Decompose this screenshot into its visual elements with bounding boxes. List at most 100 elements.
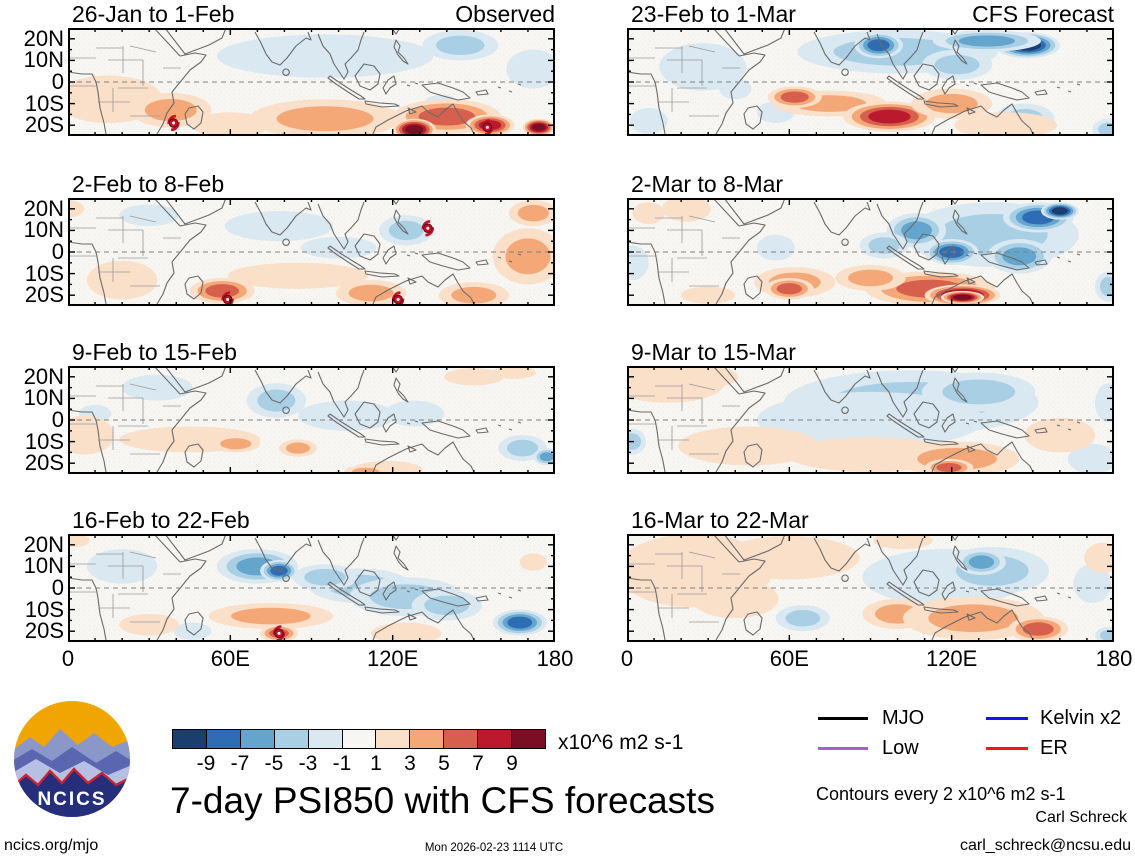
colorbar-cell-8 xyxy=(443,730,478,748)
map-panel-3: 16-Feb to 22-Feb xyxy=(68,507,555,642)
lat-tick-label: 10N xyxy=(23,217,64,243)
colorbar-tick-label: -9 xyxy=(196,752,216,775)
colorbar-cell-3 xyxy=(273,730,308,748)
lat-tick-label: 20N xyxy=(23,25,64,51)
legend-line-mjo xyxy=(818,717,868,720)
lat-tick-label: 10N xyxy=(23,553,64,579)
panel-title: 23-Feb to 1-Mar xyxy=(631,1,796,27)
colorbar-tick-label: -7 xyxy=(230,752,250,775)
lat-tick-label: 10S xyxy=(24,90,64,116)
lat-tick-label: 20S xyxy=(24,282,64,308)
map-plot-2 xyxy=(68,366,555,474)
colorbar-cell-5 xyxy=(341,730,376,748)
lon-axis-col-1: 0 60E 120E 180 xyxy=(621,642,1132,671)
panel-corner-tag: Observed xyxy=(455,1,555,27)
map-panel-7: 16-Mar to 22-Mar xyxy=(627,507,1114,642)
panel-title: 2-Mar to 8-Mar xyxy=(631,171,784,197)
legend-label-mjo: MJO xyxy=(882,707,925,729)
map-plot-4 xyxy=(627,28,1114,136)
panel-title: 2-Feb to 8-Feb xyxy=(72,171,225,197)
lat-tick-label: 0 xyxy=(51,575,64,600)
legend-line-low xyxy=(818,747,868,750)
legend-label-kelvin: Kelvin x2 xyxy=(1040,707,1122,729)
map-panel-2: 9-Feb to 15-Feb xyxy=(68,339,555,474)
map-panel-5: 2-Mar to 8-Mar xyxy=(627,171,1114,306)
lon-tick-label: 180 xyxy=(1095,646,1133,671)
panel-title: 9-Mar to 15-Mar xyxy=(631,339,796,365)
lat-axis-row-1: 20N 10N 0 10S 20S xyxy=(6,195,64,308)
map-plot-6 xyxy=(627,366,1114,474)
contours-note: Contours every 2 x10^6 m2 s-1 xyxy=(816,784,1066,804)
colorbar-tick-label: 5 xyxy=(438,752,450,775)
panel-title: 16-Mar to 22-Mar xyxy=(631,507,809,533)
colorbar-cell-4 xyxy=(307,730,342,748)
lat-tick-label: 20N xyxy=(23,195,64,221)
lat-tick-label: 20S xyxy=(24,450,64,476)
panel-corner-tag: CFS Forecast xyxy=(972,1,1114,27)
map-panel-1: 2-Feb to 8-Feb xyxy=(68,171,555,306)
colorbar-tick-label: 1 xyxy=(370,752,382,775)
panel-title-row: 26-Jan to 1-Feb Observed xyxy=(68,1,555,28)
colorbar-tick-label: -1 xyxy=(332,752,352,775)
map-panel-0: 26-Jan to 1-Feb Observed xyxy=(68,1,555,136)
panel-title: 26-Jan to 1-Feb xyxy=(72,1,235,27)
colorbar-cell-6 xyxy=(375,730,410,748)
lon-tick-label: 60E xyxy=(210,646,250,671)
lat-axis-row-2: 20N 10N 0 10S 20S xyxy=(6,364,64,476)
colorbar-cell-9 xyxy=(477,730,512,748)
author-credit: Carl Schreck xyxy=(1035,809,1127,826)
lat-tick-label: 0 xyxy=(51,239,64,264)
map-panel-4: 23-Feb to 1-Mar CFS Forecast xyxy=(627,1,1114,136)
colorbar-tick-label: -3 xyxy=(298,752,318,775)
panel-title-row: 2-Mar to 8-Mar xyxy=(627,171,1114,198)
colorbar xyxy=(172,729,546,749)
author-email: carl_schreck@ncsu.edu xyxy=(960,837,1131,854)
colorbar-cell-1 xyxy=(205,730,240,748)
lat-tick-label: 10S xyxy=(24,260,64,286)
map-plot-5 xyxy=(627,198,1114,306)
lat-axis-row-0: 20N 10N 0 10S 20S xyxy=(6,25,64,138)
panel-title: 16-Feb to 22-Feb xyxy=(72,507,250,533)
lon-tick-label: 0 xyxy=(61,646,75,671)
lon-tick-label: 180 xyxy=(536,646,574,671)
panel-title-row: 9-Mar to 15-Mar xyxy=(627,339,1114,366)
colorbar-cell-2 xyxy=(239,730,274,748)
colorbar-cell-0 xyxy=(173,730,206,748)
panel-title-row: 2-Feb to 8-Feb xyxy=(68,171,555,198)
logo-text: NCICS xyxy=(37,789,106,810)
map-plot-0 xyxy=(68,28,555,136)
panel-title: 9-Feb to 15-Feb xyxy=(72,339,237,365)
lat-tick-label: 20S xyxy=(24,618,64,644)
lon-tick-label: 120E xyxy=(366,646,419,671)
lat-tick-label: 0 xyxy=(51,69,64,94)
issue-timestamp: Mon 2026-02-23 1114 UTC xyxy=(424,842,564,854)
colorbar-units: x10^6 m2 s-1 xyxy=(558,731,684,754)
panel-title-row: 16-Mar to 22-Mar xyxy=(627,507,1114,534)
panel-title-row: 9-Feb to 15-Feb xyxy=(68,339,555,366)
colorbar-tick-label: 3 xyxy=(404,752,416,775)
lon-axis-col-0: 0 60E 120E 180 xyxy=(62,642,573,671)
lat-tick-label: 10N xyxy=(23,47,64,73)
colorbar-tick-label: 9 xyxy=(506,752,518,775)
legend-line-er xyxy=(986,747,1028,750)
map-plot-3 xyxy=(68,534,555,642)
map-panel-6: 9-Mar to 15-Mar xyxy=(627,339,1114,474)
legend-line-kelvin xyxy=(986,717,1028,720)
map-plot-1 xyxy=(68,198,555,306)
site-url: ncics.org/mjo xyxy=(4,837,99,854)
lat-tick-label: 20N xyxy=(23,531,64,557)
lat-tick-label: 20S xyxy=(24,112,64,138)
legend-label-er: ER xyxy=(1040,737,1068,759)
map-plot-7 xyxy=(627,534,1114,642)
lon-tick-label: 120E xyxy=(925,646,978,671)
lat-axis-row-3: 20N 10N 0 10S 20S xyxy=(6,531,64,644)
lat-tick-label: 0 xyxy=(51,407,64,432)
legend-label-low: Low xyxy=(882,737,919,759)
lat-tick-label: 10S xyxy=(24,596,64,622)
panel-title-row: 16-Feb to 22-Feb xyxy=(68,507,555,534)
colorbar-tick-label: 7 xyxy=(472,752,484,775)
lon-tick-label: 60E xyxy=(769,646,809,671)
lat-tick-label: 10N xyxy=(23,385,64,411)
colorbar-cell-7 xyxy=(409,730,444,748)
